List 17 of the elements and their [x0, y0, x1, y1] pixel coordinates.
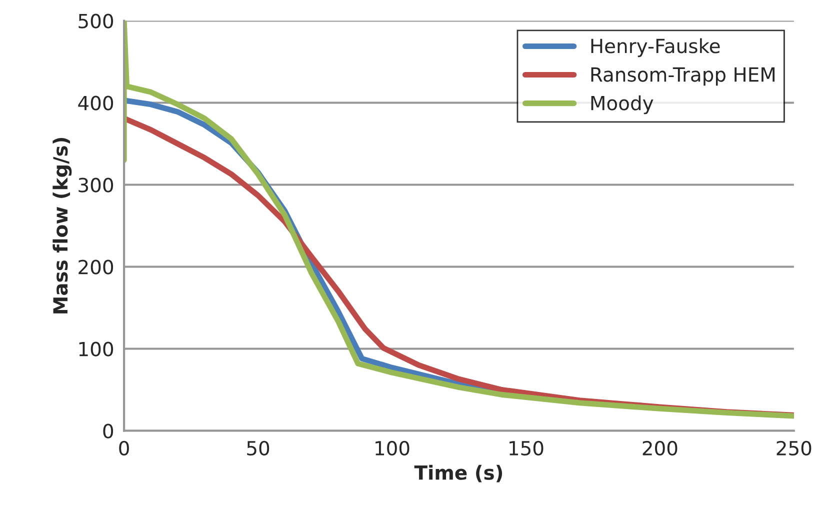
x-tick-label: 50	[247, 440, 270, 456]
legend-label: Moody	[591, 95, 654, 114]
x-tick-label: 0	[119, 440, 129, 456]
y-axis-title: Mass flow (kg/s)	[52, 138, 72, 314]
y-tick-label: 100	[79, 342, 114, 356]
y-tick-label: 300	[78, 178, 114, 192]
x-tick-label: 100	[376, 440, 410, 456]
x-axis-title: Time (s)	[414, 464, 502, 482]
legend-label: Ransom-Trapp HEM	[591, 67, 775, 86]
y-tick-label: 400	[78, 96, 114, 110]
y-tick-label: 500	[78, 14, 114, 28]
x-tick-label: 250	[776, 440, 812, 456]
legend-label: Henry-Fauske	[591, 38, 720, 58]
x-tick-label: 200	[642, 440, 678, 456]
y-tick-label: 200	[78, 260, 114, 274]
x-tick-label: 150	[510, 440, 544, 456]
y-tick-label: 0	[103, 424, 114, 438]
